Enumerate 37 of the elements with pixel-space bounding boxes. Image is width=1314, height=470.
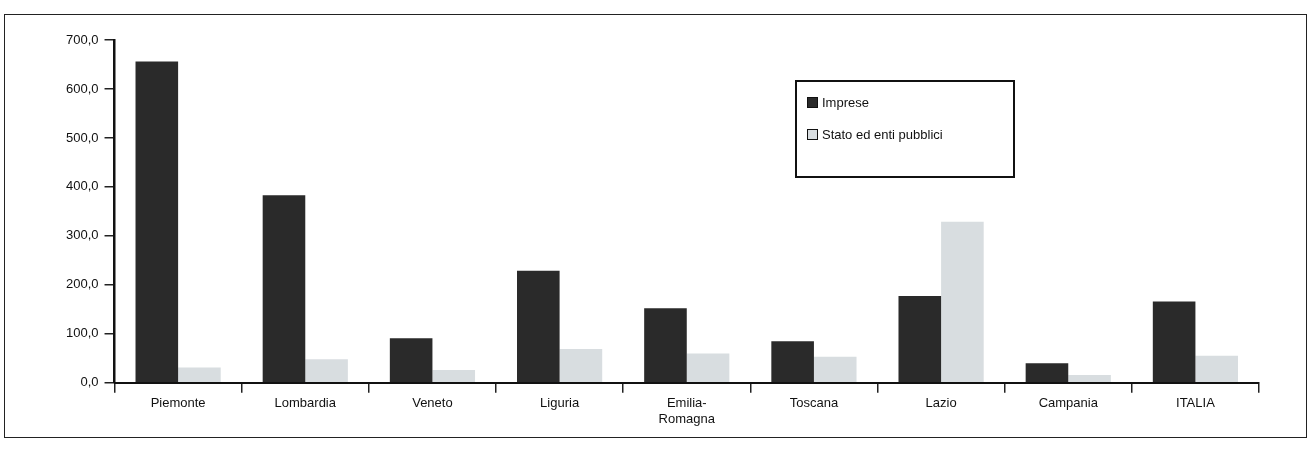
bar [389,338,433,383]
y-tick-label: 300,0 [65,227,99,243]
legend-label: Imprese [822,95,869,110]
x-tick-label: Veneto [412,395,453,411]
bar [941,221,984,383]
bar [813,356,857,383]
y-tick-label: 500,0 [65,129,99,145]
y-tick-label: 0,0 [80,374,99,390]
bar [262,195,306,383]
y-tick-label: 700,0 [65,31,99,47]
x-tick-label: ITALIA [1176,395,1216,411]
x-tick-label: Emilia-Romagna [658,395,716,426]
bar [1025,363,1069,383]
x-tick-label: Liguria [540,395,580,411]
bar [1152,301,1196,383]
x-tick-label: Campania [1038,395,1099,411]
y-tick-label: 600,0 [65,80,99,96]
x-tick-label: Toscana [789,395,839,411]
y-tick-label: 100,0 [65,325,99,341]
bar [305,359,348,383]
x-tick-label: Lazio [925,395,957,411]
bar [135,61,179,383]
bar [517,270,560,383]
legend-label: Stato ed enti pubblici [822,127,943,142]
bar [686,353,730,383]
x-tick-label: Lombardia [274,395,337,411]
bar [178,367,221,383]
x-tick-label: Piemonte [150,395,206,411]
bar [771,341,814,383]
y-tick-label: 200,0 [65,276,99,292]
bar [559,349,603,383]
bar [1068,374,1111,383]
bar [1195,355,1239,383]
y-tick-label: 400,0 [65,178,99,194]
bar [898,296,942,383]
bar [644,308,687,383]
bar [432,370,476,383]
